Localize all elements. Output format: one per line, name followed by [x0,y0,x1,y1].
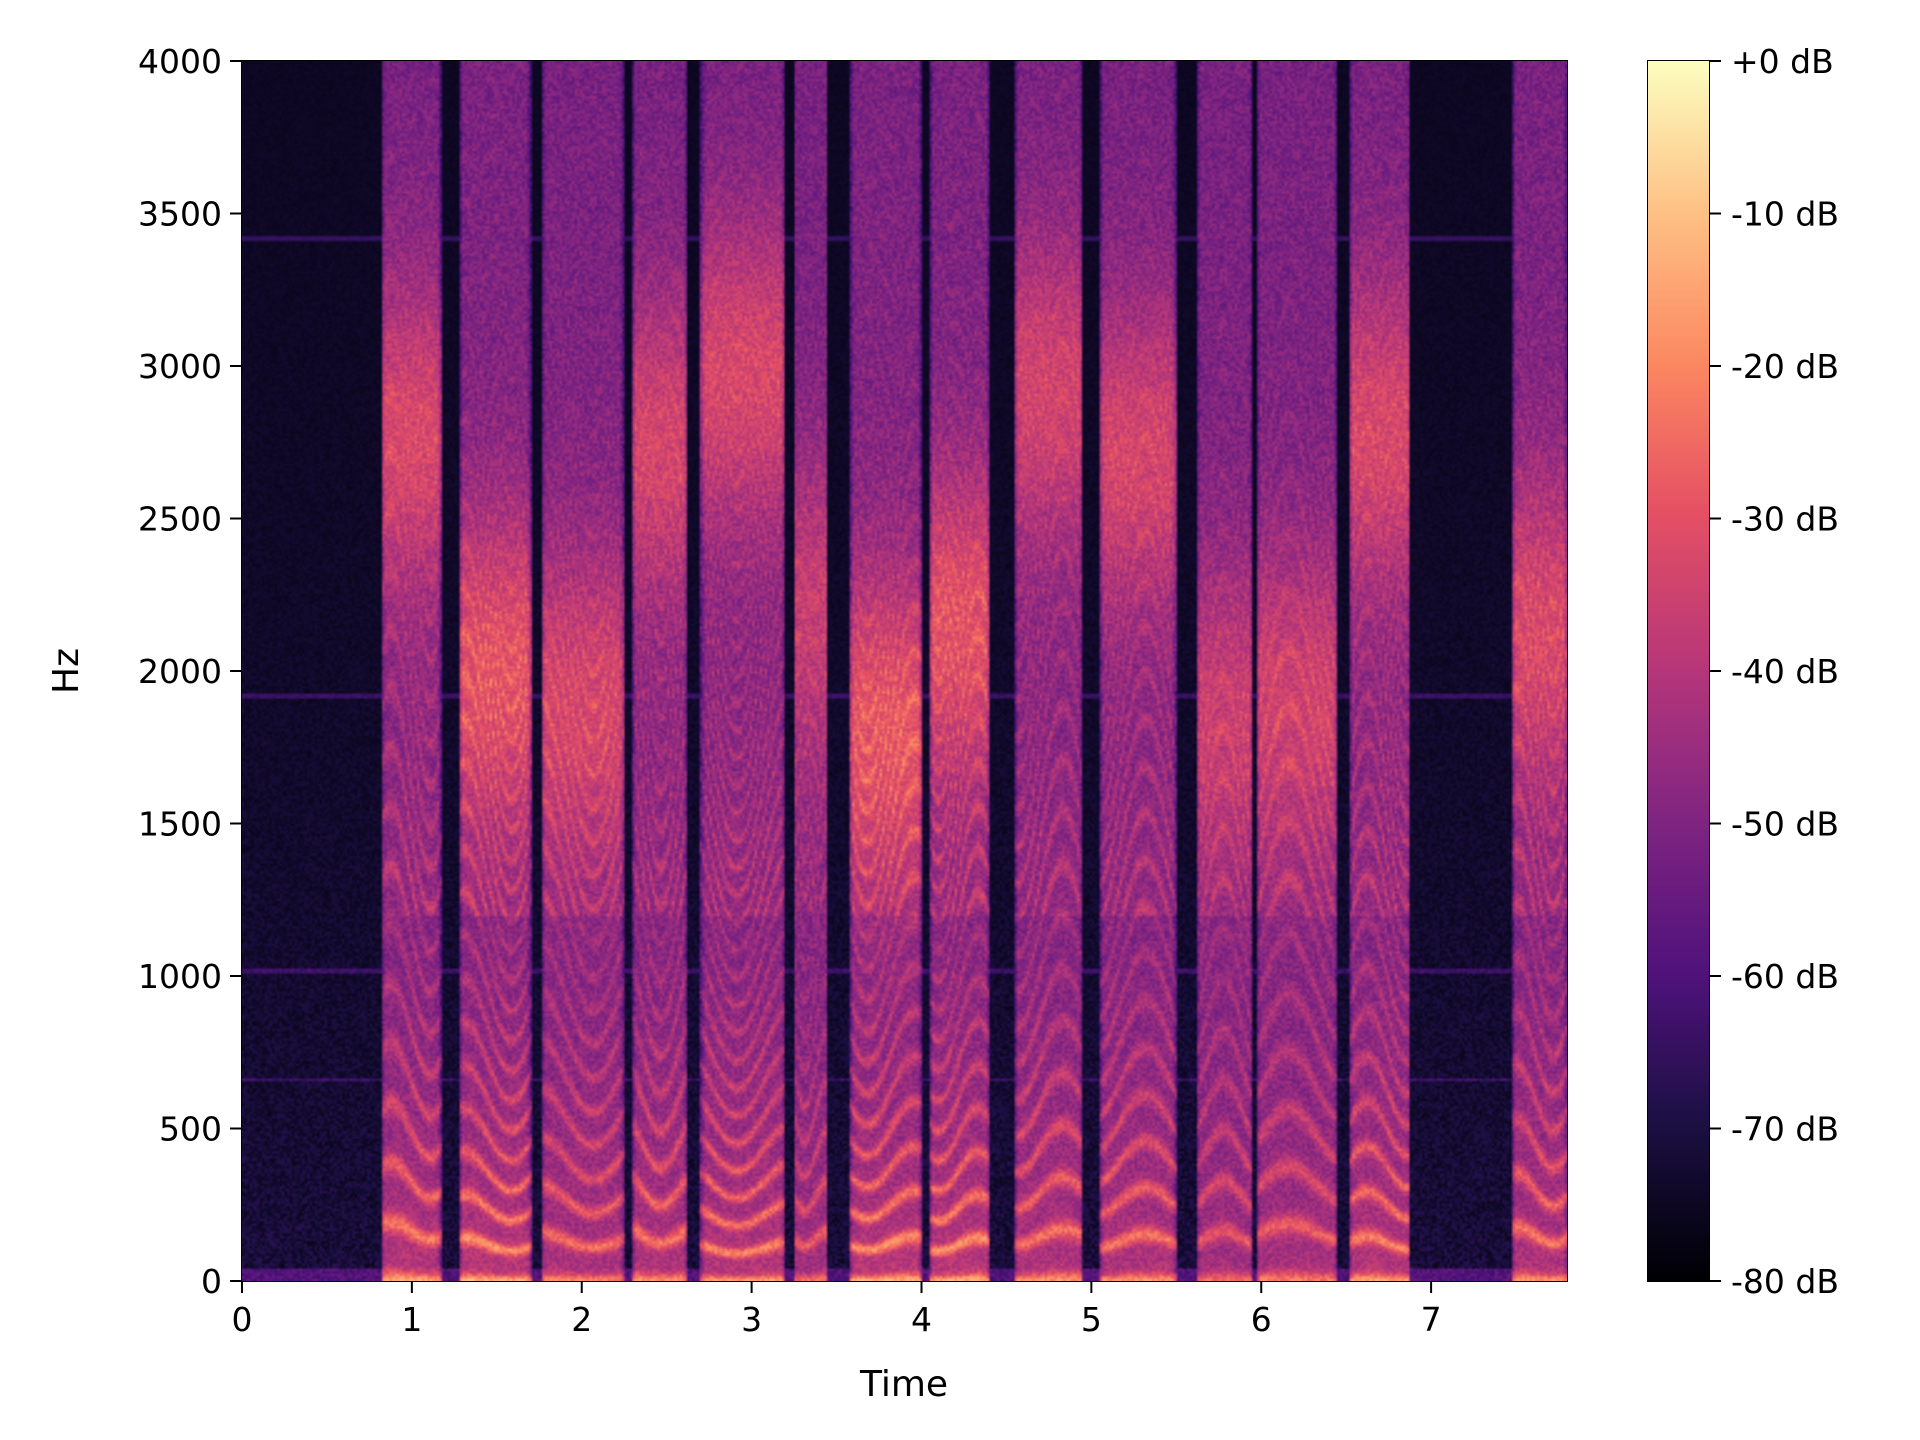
x-tick-label: 2 [571,1300,592,1339]
colorbar-axis: +0 dB -10 dB -20 dB -30 dB -40 dB -50 dB -60 d… [1709,42,1839,1301]
y-tick-label: 500 [159,1110,222,1149]
colorbar-tick-label: -60 dB [1731,957,1839,996]
colorbar-tick-label: -10 dB [1731,195,1839,234]
x-tick-label: 6 [1251,1300,1272,1339]
x-tick-label: 1 [401,1300,422,1339]
colorbar-tick-label: -50 dB [1731,805,1839,844]
y-axis-label: Hz [46,648,87,694]
y-tick-label: 1500 [138,805,222,844]
x-axis-label: Time [859,1364,948,1405]
colorbar-gradient [1648,61,1709,1281]
x-tick-label: 5 [1081,1300,1102,1339]
y-tick-label: 0 [201,1262,222,1301]
colorbar-tick-label: -40 dB [1731,652,1839,691]
colorbar-tick-label: -70 dB [1731,1110,1839,1149]
x-tick-label: 7 [1421,1300,1442,1339]
y-tick-label: 3500 [138,195,222,234]
y-tick-label: 3000 [138,347,222,386]
y-tick-label: 2000 [138,652,222,691]
colorbar-tick-label: -20 dB [1731,347,1839,386]
colorbar-tick-label: +0 dB [1731,42,1834,81]
y-tick-label: 1000 [138,957,222,996]
y-tick-label: 4000 [138,42,222,81]
colorbar-tick-label: -80 dB [1731,1262,1839,1301]
x-axis: 0 1 2 3 4 5 6 7 [232,1281,1442,1339]
y-tick-label: 2500 [138,500,222,539]
y-axis: 0 500 1000 1500 2000 2500 3000 3500 4000 [138,42,242,1301]
x-tick-label: 0 [232,1300,253,1339]
colorbar-tick-label: -30 dB [1731,500,1839,539]
x-tick-label: 3 [741,1300,762,1339]
spectrogram-heatmap [242,61,1567,1281]
x-tick-label: 4 [911,1300,932,1339]
